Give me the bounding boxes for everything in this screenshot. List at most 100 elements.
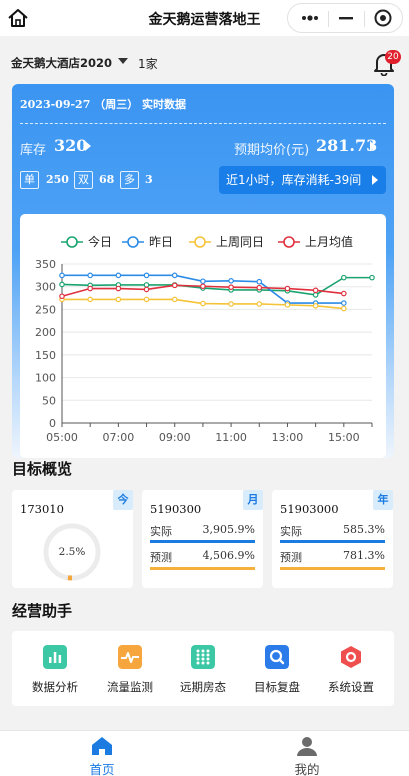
assistant-system-settings[interactable]: 系统设置: [313, 631, 389, 706]
actual-label: 实际: [280, 525, 302, 538]
title-bar: 金天鹅运营落地王: [0, 0, 409, 36]
goal-tag-today: 今: [113, 490, 133, 510]
price-value[interactable]: 281.73: [316, 136, 378, 155]
data-point: [59, 281, 65, 288]
inventory-chart: 0 50 100 150 200 250 300 350 05:00 07:00 09:00 11:0…: [20, 214, 386, 458]
search-icon: [265, 645, 289, 669]
single-room-tag: 单: [20, 171, 39, 189]
home-icon: [92, 737, 112, 755]
double-room-tag: 双: [74, 171, 93, 189]
data-point: [87, 296, 93, 303]
multi-room-count: 3: [145, 173, 153, 186]
legend-swatch-marker: [194, 236, 206, 248]
data-point: [341, 274, 347, 281]
actual-bar: [280, 540, 385, 543]
arrow-right-icon[interactable]: [370, 141, 376, 151]
capsule-menu: [287, 3, 403, 33]
legend-swatch-marker: [127, 236, 139, 248]
divider: [20, 123, 386, 124]
actual-label: 实际: [150, 525, 172, 538]
data-point: [284, 285, 291, 292]
data-point: [171, 296, 178, 303]
assistant-traffic-monitor[interactable]: 流量监测: [92, 631, 168, 706]
notification-badge: 20: [385, 50, 401, 64]
data-point: [312, 302, 319, 309]
goal-tag-year: 年: [373, 490, 393, 510]
multi-room-tag: 多: [120, 171, 139, 189]
assistant-label: 流量监测: [107, 680, 153, 694]
data-point: [143, 272, 150, 279]
goal-value-month: 5190300: [150, 502, 202, 516]
data-point: [115, 285, 122, 292]
legend-label: 昨日: [149, 235, 173, 249]
assistant-label: 数据分析: [32, 680, 78, 694]
data-point: [200, 283, 206, 290]
consumption-button[interactable]: 近1小时，库存消耗-39间: [219, 166, 386, 194]
assistant-goal-review[interactable]: 目标复盘: [239, 631, 315, 706]
data-point: [341, 305, 347, 312]
consumption-text: 近1小时，库存消耗-39间: [226, 173, 362, 187]
data-point: [171, 272, 178, 279]
goal-tag-month: 月: [243, 490, 263, 510]
data-point: [228, 284, 234, 290]
data-point: [341, 290, 347, 297]
caret-down-icon[interactable]: [118, 58, 128, 64]
tab-bar: 首页 我的: [0, 730, 409, 776]
y-tick-label: 250: [35, 303, 56, 316]
progress-gauge: [43, 523, 101, 581]
data-point: [115, 272, 122, 279]
y-tick-label: 50: [42, 394, 56, 407]
record-close-icon[interactable]: [365, 4, 401, 32]
double-room-count: 68: [99, 173, 115, 186]
hotel-selector[interactable]: 金天鹅大酒店2020 1家: [0, 36, 409, 84]
bar-chart-icon: [43, 645, 67, 669]
data-point: [171, 282, 178, 289]
assistant-data-analysis[interactable]: 数据分析: [17, 631, 93, 706]
stock-label: 库存: [20, 143, 47, 158]
tab-profile[interactable]: 我的: [205, 731, 409, 776]
y-tick-label: 200: [35, 326, 56, 339]
data-point: [228, 278, 234, 284]
minimize-icon[interactable]: [328, 4, 364, 32]
assistant-panel: 数据分析 流量监测 远期房态 目标复盘: [12, 631, 394, 706]
x-tick-label: 15:00: [328, 431, 360, 444]
arrow-right-icon[interactable]: [85, 141, 91, 151]
y-tick-label: 100: [35, 372, 56, 385]
hotel-name[interactable]: 金天鹅大酒店2020: [11, 56, 113, 70]
data-point: [87, 285, 93, 292]
forecast-label: 预测: [280, 551, 302, 564]
hexagon-settings-icon: [341, 646, 361, 668]
x-tick-label: 11:00: [215, 431, 247, 444]
data-point: [256, 278, 263, 285]
forecast-label: 预测: [150, 551, 172, 564]
tab-home[interactable]: 首页: [0, 731, 204, 776]
data-point: [59, 293, 65, 300]
realtime-card: 2023-09-27 （周三） 实时数据 库存 320 预期均价(元) 281.…: [12, 84, 394, 458]
data-point: [369, 274, 375, 281]
legend-label: 上周同日: [216, 235, 264, 249]
actual-bar: [150, 540, 255, 543]
y-tick-label: 350: [35, 258, 56, 271]
data-point: [143, 282, 150, 288]
goal-card-month[interactable]: 月 5190300 实际 3,905.9% 预测 4,506.9%: [142, 490, 263, 588]
realtime-date: 2023-09-27 （周三） 实时数据: [20, 98, 187, 111]
actual-value: 3,905.9%: [202, 523, 255, 536]
grid-dots-icon: [191, 645, 215, 669]
x-tick-label: 07:00: [103, 431, 135, 444]
actual-value: 585.3%: [343, 523, 385, 536]
goal-card-today[interactable]: 今 173010 2.5%: [12, 490, 133, 588]
home-icon[interactable]: [6, 6, 30, 30]
goal-card-year[interactable]: 年 51903000 实际 585.3% 预测 781.3%: [272, 490, 393, 588]
tab-profile-label: 我的: [294, 762, 320, 776]
hotel-count: 1家: [138, 57, 158, 71]
data-point: [256, 284, 263, 291]
data-point: [256, 301, 263, 307]
data-point: [312, 287, 319, 294]
more-dots-icon[interactable]: [292, 4, 328, 32]
data-point: [143, 286, 150, 293]
series-line: [61, 276, 372, 296]
data-point: [312, 292, 319, 298]
data-point: [143, 296, 150, 303]
assistant-future-room-status[interactable]: 远期房态: [165, 631, 241, 706]
stock-value[interactable]: 320: [54, 136, 88, 155]
